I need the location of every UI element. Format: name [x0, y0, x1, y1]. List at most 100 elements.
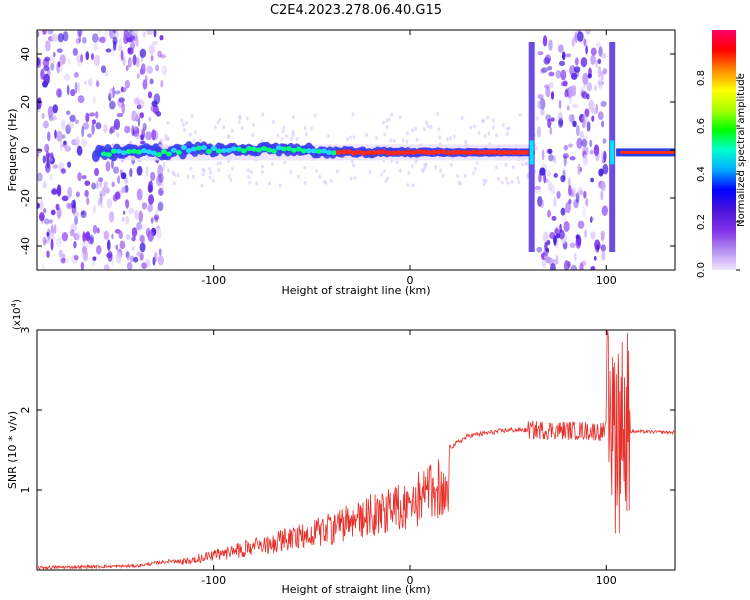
spectrogram-noise-blob: [121, 217, 125, 222]
colorbar-tick-label: 0.2: [696, 214, 707, 230]
spectrogram-speckle: [349, 176, 353, 181]
spectrogram-noise-blob: [139, 242, 146, 253]
spectrogram-noise-blob: [115, 251, 122, 264]
spectrogram-speckle: [167, 168, 171, 173]
spectrogram-noise-blob: [77, 30, 83, 37]
spectrogram-noise-blob: [109, 100, 116, 110]
band-core: [305, 148, 312, 154]
spectrogram-noise-blob: [601, 205, 609, 216]
spectrogram-speckle: [469, 125, 473, 130]
band-core: [335, 149, 342, 155]
spectrogram-noise-blob: [589, 149, 594, 155]
spectrogram-speckle: [190, 114, 194, 119]
spectrogram-noise-blob: [590, 177, 594, 183]
spectrogram-noise-blob: [577, 220, 585, 229]
spectrogram-speckle: [437, 127, 441, 132]
spectrogram-noise-blob: [559, 119, 564, 126]
spectrogram-speckle: [188, 132, 192, 137]
spectrogram-noise-blob: [157, 164, 164, 177]
spectrogram-noise-blob: [106, 198, 113, 209]
snr-y-tick-label: 3: [19, 327, 32, 334]
spectrogram-noise-blob: [50, 63, 55, 71]
spectrogram-noise-blob: [558, 60, 566, 67]
spectrogram-noise-blob: [545, 114, 552, 121]
spectrogram-speckle: [247, 174, 251, 179]
band-core: [175, 150, 182, 156]
spectrogram-speckle: [186, 174, 190, 179]
spectrogram-noise-blob: [62, 31, 69, 42]
spectrogram-speckle: [475, 161, 479, 166]
spectrogram-noise-blob: [544, 242, 548, 251]
band-core: [520, 149, 527, 155]
spectrogram-speckle: [261, 112, 265, 117]
spectrogram-speckle: [351, 163, 355, 168]
spectrogram-noise-blob: [160, 180, 164, 191]
spectrogram-noise-blob: [583, 154, 589, 166]
spectrogram-noise-blob: [549, 127, 553, 135]
spectrogram-speckle: [474, 166, 478, 171]
spectrogram-speckle: [491, 125, 495, 130]
spectrogram-noise-blob: [139, 48, 147, 58]
band-core: [250, 146, 257, 152]
spectrogram-noise-blob: [67, 186, 73, 198]
spectrogram-noise-blob: [145, 165, 149, 178]
spectrogram-noise-blob: [96, 181, 99, 190]
spectrogram-noise-blob: [37, 172, 43, 182]
spectrogram-noise-blob: [110, 47, 115, 57]
spectrogram-noise-blob: [111, 181, 115, 188]
spectrogram-speckle: [457, 180, 461, 185]
spectrogram-speckle: [297, 174, 301, 179]
spectrogram-noise-blob: [594, 85, 598, 92]
spectrogram-noise-blob: [593, 144, 600, 156]
spectrogram-noise-blob: [75, 231, 81, 241]
spectrogram-noise-blob: [104, 70, 109, 77]
spectrogram-noise-blob: [543, 57, 551, 65]
spectrogram-noise-blob: [577, 163, 581, 176]
spectrogram-noise-blob: [573, 198, 579, 209]
spectrogram-noise-blob: [114, 191, 121, 200]
spectrogram-noise-blob: [57, 32, 64, 43]
spectrogram-noise-blob: [161, 64, 168, 76]
spectrogram-noise-blob: [534, 185, 541, 191]
spectrogram-noise-blob: [97, 198, 101, 207]
spectrogram-noise-blob: [81, 138, 88, 147]
spectrogram-noise-blob: [147, 203, 154, 213]
spectrogram-noise-blob: [548, 82, 554, 89]
band-core: [430, 150, 437, 156]
spectrogram-noise-blob: [95, 111, 99, 119]
spectrogram-speckle: [411, 183, 415, 188]
spectrogram-noise-blob: [540, 109, 545, 116]
spectrogram-noise-blob: [591, 107, 598, 115]
spectrogram-noise-blob: [586, 121, 591, 132]
spectrogram-noise-blob: [40, 68, 45, 80]
spectrogram-noise-blob: [546, 170, 552, 177]
spectrogram-speckle: [238, 114, 242, 119]
spectrogram-noise-blob: [72, 47, 78, 56]
spectrogram-speckle: [230, 128, 234, 133]
spectrogram-noise-blob: [597, 77, 604, 90]
band-core: [515, 149, 522, 155]
spectrogram-speckle: [303, 126, 307, 131]
spectrogram-noise-blob: [96, 245, 102, 255]
spectrogram-noise-blob: [579, 262, 584, 270]
spectrogram-noise-blob: [103, 181, 108, 189]
spectrogram-noise-blob: [112, 30, 117, 34]
spectrogram-speckle: [201, 167, 205, 172]
spectrogram-noise-blob: [589, 139, 593, 148]
spectrogram-noise-blob: [548, 257, 554, 265]
spectrogram-speckle: [375, 136, 379, 141]
spectrogram-noise-blob: [568, 188, 574, 196]
spectrogram-noise-blob: [77, 95, 85, 104]
spectrogram-noise-blob: [582, 207, 587, 219]
spectrogram-noise-blob: [75, 37, 81, 45]
spectrogram-speckle: [213, 125, 217, 130]
spectrogram-noise-blob: [602, 163, 609, 175]
spectrogram-noise-blob: [129, 255, 135, 263]
spectrogram-noise-blob: [590, 231, 596, 240]
spectrogram-panel: -100 0 100 -40 -20 0 20 40 Height of straight …: [6, 29, 676, 297]
spectrogram-noise-blob: [583, 190, 587, 199]
spectrogram-noise-blob: [100, 65, 107, 74]
spectrogram-speckle: [251, 133, 255, 138]
spectrogram-noise-blob: [89, 234, 95, 245]
spectrogram-noise-blob: [550, 263, 556, 270]
